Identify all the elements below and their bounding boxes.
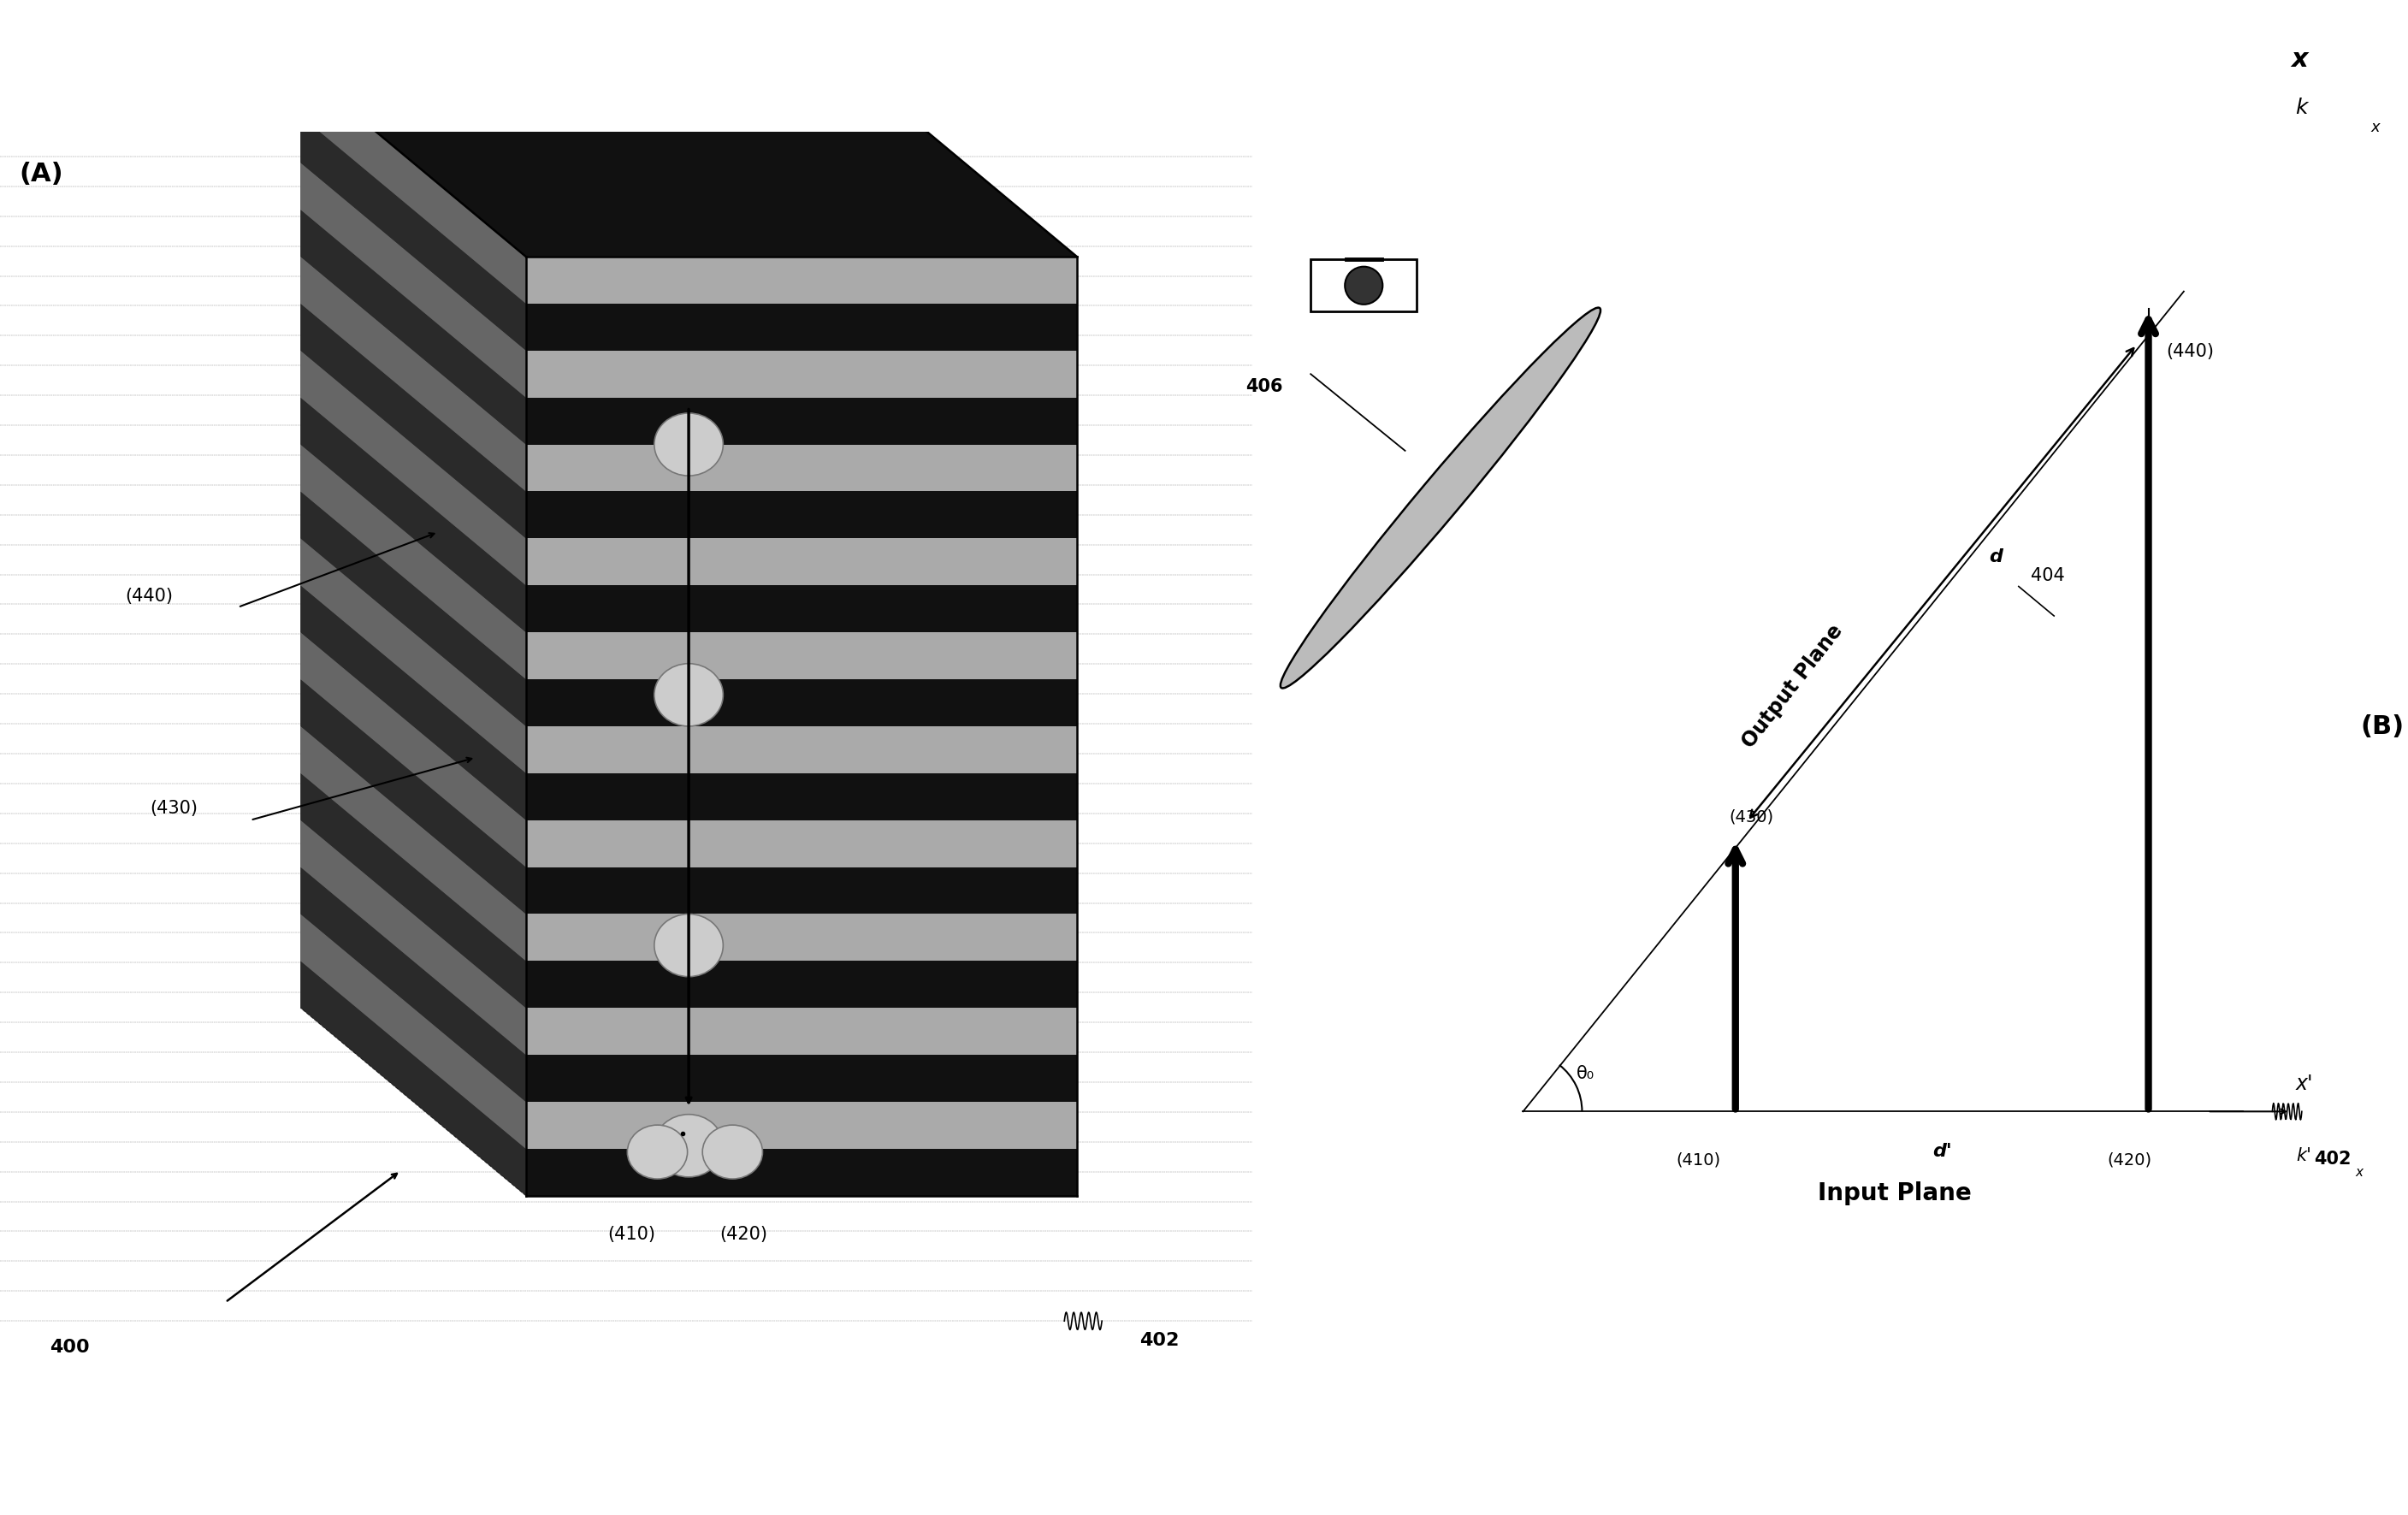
Text: x: x — [2292, 47, 2309, 73]
Text: x: x — [2369, 120, 2379, 135]
Polygon shape — [525, 1101, 1076, 1148]
Polygon shape — [301, 632, 525, 867]
Polygon shape — [525, 867, 1076, 914]
Ellipse shape — [655, 914, 722, 977]
Text: k': k' — [2295, 1147, 2312, 1165]
Ellipse shape — [655, 414, 722, 476]
Polygon shape — [525, 1148, 1076, 1195]
Polygon shape — [525, 914, 1076, 961]
Polygon shape — [301, 68, 525, 1195]
Polygon shape — [525, 632, 1076, 679]
Polygon shape — [525, 679, 1076, 726]
Polygon shape — [301, 867, 525, 1101]
Text: Input Plane: Input Plane — [1818, 1182, 1972, 1204]
Polygon shape — [301, 68, 525, 303]
Polygon shape — [525, 538, 1076, 585]
Polygon shape — [301, 209, 525, 444]
Polygon shape — [301, 444, 525, 679]
Polygon shape — [301, 491, 525, 726]
Ellipse shape — [1281, 308, 1601, 688]
Text: (420): (420) — [720, 1226, 768, 1242]
Ellipse shape — [628, 1126, 686, 1179]
Polygon shape — [301, 773, 525, 1007]
Polygon shape — [301, 162, 525, 397]
Polygon shape — [301, 679, 525, 914]
Ellipse shape — [655, 664, 722, 726]
Text: (410): (410) — [607, 1226, 655, 1242]
Text: d': d' — [1931, 1142, 1950, 1160]
Polygon shape — [525, 820, 1076, 867]
Polygon shape — [525, 303, 1076, 350]
Polygon shape — [525, 726, 1076, 773]
Text: 402: 402 — [1139, 1332, 1180, 1350]
Polygon shape — [301, 256, 525, 491]
Text: 402: 402 — [2314, 1151, 2350, 1168]
Text: (430): (430) — [149, 800, 197, 817]
Ellipse shape — [655, 1115, 722, 1177]
Text: (B): (B) — [2360, 714, 2406, 739]
Polygon shape — [301, 914, 525, 1148]
Text: (420): (420) — [2107, 1151, 2153, 1168]
Text: Output Plane: Output Plane — [1739, 621, 1847, 751]
Text: θ₀: θ₀ — [1577, 1065, 1594, 1082]
Polygon shape — [525, 1007, 1076, 1054]
Text: k: k — [2295, 98, 2307, 118]
Polygon shape — [301, 820, 525, 1054]
Polygon shape — [525, 256, 1076, 303]
Polygon shape — [525, 397, 1076, 444]
Polygon shape — [301, 303, 525, 538]
Polygon shape — [301, 397, 525, 632]
Polygon shape — [525, 491, 1076, 538]
Polygon shape — [301, 538, 525, 773]
Polygon shape — [525, 773, 1076, 820]
Text: (430): (430) — [1729, 809, 1775, 824]
Text: 406: 406 — [1245, 379, 1283, 395]
Polygon shape — [301, 726, 525, 961]
Polygon shape — [525, 1054, 1076, 1101]
Polygon shape — [525, 961, 1076, 1007]
Text: 404: 404 — [2030, 567, 2064, 583]
Text: (410): (410) — [1676, 1151, 1722, 1168]
Text: 400: 400 — [51, 1339, 89, 1356]
Polygon shape — [525, 585, 1076, 632]
Text: (440): (440) — [2167, 342, 2213, 359]
Ellipse shape — [703, 1126, 763, 1179]
Text: (440): (440) — [125, 588, 173, 604]
Text: d: d — [1989, 548, 2003, 565]
Polygon shape — [525, 350, 1076, 397]
Text: (A): (A) — [19, 162, 63, 186]
Polygon shape — [301, 350, 525, 585]
Polygon shape — [301, 961, 525, 1195]
Polygon shape — [301, 585, 525, 820]
Ellipse shape — [1346, 267, 1382, 305]
Text: x': x' — [2295, 1074, 2314, 1094]
Polygon shape — [525, 444, 1076, 491]
Text: x: x — [2355, 1167, 2362, 1179]
Polygon shape — [301, 68, 1076, 256]
Polygon shape — [301, 115, 525, 350]
